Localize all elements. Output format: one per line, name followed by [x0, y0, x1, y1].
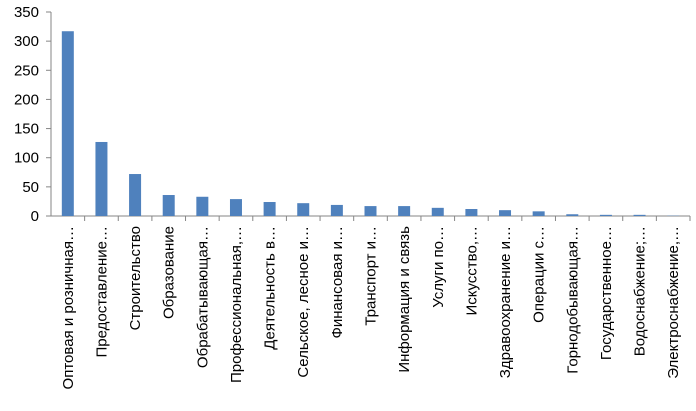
- y-tick-label: 0: [31, 208, 39, 225]
- y-tick-label: 100: [14, 150, 39, 167]
- x-tick-label: Государственное…: [598, 226, 615, 360]
- bar: [330, 204, 343, 216]
- x-tick-label: Услуги по…: [430, 226, 447, 308]
- x-tick-label: Профессиональная,…: [228, 226, 245, 383]
- x-tick-label: Искусство,…: [463, 226, 480, 316]
- x-tick-label: Строительство: [127, 226, 144, 330]
- bar: [196, 196, 209, 216]
- x-tick-label: Оптовая и розничная…: [60, 226, 77, 389]
- x-tick-label: Транспорт и…: [363, 226, 380, 326]
- bar: [95, 141, 108, 216]
- bar: [431, 207, 444, 216]
- bar: [129, 174, 142, 216]
- x-tick-label: Водоснабжение;…: [632, 226, 649, 356]
- bar: [229, 199, 242, 216]
- y-tick-label: 300: [14, 33, 39, 50]
- y-tick-label: 350: [14, 4, 39, 21]
- x-tick-label: Обрабатывающая…: [194, 226, 211, 368]
- bar: [633, 214, 646, 216]
- bar: [532, 211, 545, 216]
- y-tick-label: 200: [14, 91, 39, 108]
- bar: [61, 31, 74, 217]
- x-tick-label: Деятельность в…: [262, 226, 279, 350]
- y-tick-label: 250: [14, 62, 39, 79]
- x-tick-label: Горнодобывающая…: [564, 226, 581, 374]
- bar: [599, 214, 612, 216]
- bar: [499, 210, 512, 216]
- x-tick-label: Операции с…: [531, 226, 548, 323]
- x-tick-label: Предоставление…: [93, 226, 110, 358]
- y-tick-label: 50: [22, 179, 39, 196]
- bar: [398, 206, 411, 216]
- bar: [364, 206, 377, 216]
- x-tick-label: Здравоохранение и…: [497, 226, 514, 378]
- x-tick-label: Образование: [161, 226, 178, 319]
- bar: [263, 202, 276, 216]
- y-tick-label: 150: [14, 121, 39, 138]
- bar: [566, 214, 579, 216]
- bar: [162, 195, 175, 216]
- bar: [297, 203, 310, 216]
- bar: [465, 209, 478, 216]
- x-tick-label: Информация и связь: [396, 226, 413, 373]
- x-tick-label: Сельское, лесное и…: [295, 226, 312, 378]
- x-tick-label: Финансовая и…: [329, 226, 346, 339]
- x-tick-label: Электроснабжение,…: [665, 226, 682, 379]
